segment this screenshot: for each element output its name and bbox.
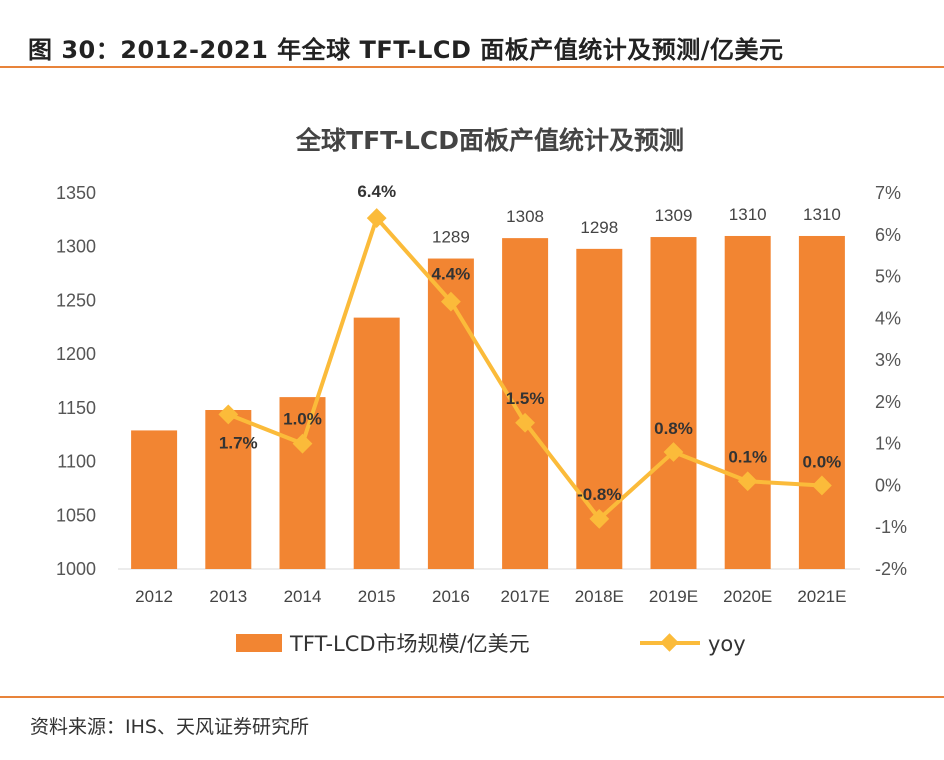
yoy-point-2016: [441, 291, 461, 312]
bar-data-label: 1310: [729, 205, 767, 224]
yoy-point-2018E: [589, 508, 610, 529]
bar-2019E: [650, 237, 697, 569]
x-tick-label: 2018E: [575, 587, 624, 606]
x-tick-label: 2013: [209, 587, 247, 606]
right-tick-label: -1%: [875, 517, 907, 537]
yoy-point-2017E: [515, 412, 535, 433]
bar-data-label: 1309: [655, 206, 693, 225]
left-tick-label: 1250: [56, 290, 96, 310]
bar-2015: [353, 317, 400, 569]
legend-line-label: yoy: [708, 632, 746, 656]
x-tick-label: 2015: [358, 587, 396, 606]
right-tick-label: -2%: [875, 559, 907, 579]
legend-bar-swatch: [236, 634, 282, 652]
bar-data-label: 1310: [803, 205, 841, 224]
left-tick-label: 1300: [56, 237, 96, 257]
yoy-data-label: 1.7%: [219, 433, 258, 452]
bars: 1289 1308 1298 1309 1310 1310: [131, 205, 845, 569]
x-tick-label: 2020E: [723, 587, 772, 606]
yoy-data-label: 1.0%: [283, 410, 322, 429]
x-tick-label: 2017E: [501, 587, 550, 606]
legend-diamond-icon: [660, 633, 679, 652]
x-tick-label: 2016: [432, 587, 470, 606]
bar-data-label: 1308: [506, 207, 544, 226]
right-tick-label: 3%: [875, 350, 901, 370]
right-tick-label: 7%: [875, 183, 901, 203]
yoy-data-label: 0.1%: [728, 447, 767, 466]
right-tick-label: 4%: [875, 308, 901, 328]
bar-2014: [279, 397, 326, 569]
left-tick-label: 1200: [56, 344, 96, 364]
yoy-data-label: 1.5%: [506, 389, 545, 408]
yoy-line: 1.7% 1.0% 6.4% 4.4% 1.5% -0.8% 0.8% 0.1% 0.0%: [218, 182, 841, 529]
right-tick-label: 5%: [875, 267, 901, 287]
left-tick-label: 1350: [56, 183, 96, 203]
yoy-data-label: 0.0%: [803, 452, 842, 471]
bar-2013: [205, 410, 252, 569]
bottom-divider: [0, 696, 944, 698]
bar-data-label: 1298: [580, 218, 618, 237]
source-note: 资料来源：IHS、天风证券研究所: [30, 716, 309, 738]
x-axis: 2012 2013 2014 2015 2016 2017E 2018E 2019E 2020E…: [135, 587, 846, 606]
x-tick-label: 2021E: [797, 587, 846, 606]
legend: TFT-LCD市场规模/亿美元 yoy: [236, 632, 746, 656]
top-divider: [0, 66, 944, 68]
right-tick-label: 6%: [875, 225, 901, 245]
right-tick-label: 2%: [875, 392, 901, 412]
x-tick-label: 2012: [135, 587, 173, 606]
yoy-point-2019E: [663, 442, 684, 462]
bar-2017E: [502, 238, 549, 569]
left-tick-label: 1000: [56, 559, 96, 579]
bar-data-label: 1289: [432, 228, 470, 247]
bar-2012: [131, 430, 178, 569]
yoy-point-2020E: [737, 471, 758, 492]
yoy-data-label: -0.8%: [577, 485, 621, 504]
bar-2020E: [724, 235, 771, 569]
figure-title: 图 30：2012-2021 年全球 TFT-LCD 面板产值统计及预测/亿美元: [28, 36, 784, 64]
left-tick-label: 1100: [57, 452, 96, 472]
yoy-point-2014: [292, 433, 313, 454]
left-tick-label: 1150: [57, 398, 96, 418]
bar-2021E: [798, 235, 845, 569]
right-axis: -2% -1% 0% 1% 2% 3% 4% 5% 6% 7%: [875, 183, 907, 579]
yoy-data-label: 0.8%: [654, 419, 693, 438]
yoy-data-label: 6.4%: [357, 182, 396, 201]
chart: 全球TFT-LCD面板产值统计及预测 100010501100115012001…: [56, 126, 907, 656]
right-tick-label: 0%: [875, 475, 901, 495]
right-tick-label: 1%: [875, 434, 901, 454]
legend-bar-label: TFT-LCD市场规模/亿美元: [289, 632, 530, 656]
left-tick-label: 1050: [56, 505, 96, 525]
x-tick-label: 2014: [284, 587, 322, 606]
yoy-point-2021E: [812, 475, 832, 496]
yoy-data-label: 4.4%: [432, 265, 471, 284]
chart-title: 全球TFT-LCD面板产值统计及预测: [295, 126, 684, 155]
yoy-point-2013: [218, 404, 239, 425]
yoy-point-2015: [366, 208, 387, 228]
left-axis: 1000 1050 1100 1150 1200 1250 1300 1350: [56, 183, 96, 579]
x-tick-label: 2019E: [649, 587, 698, 606]
